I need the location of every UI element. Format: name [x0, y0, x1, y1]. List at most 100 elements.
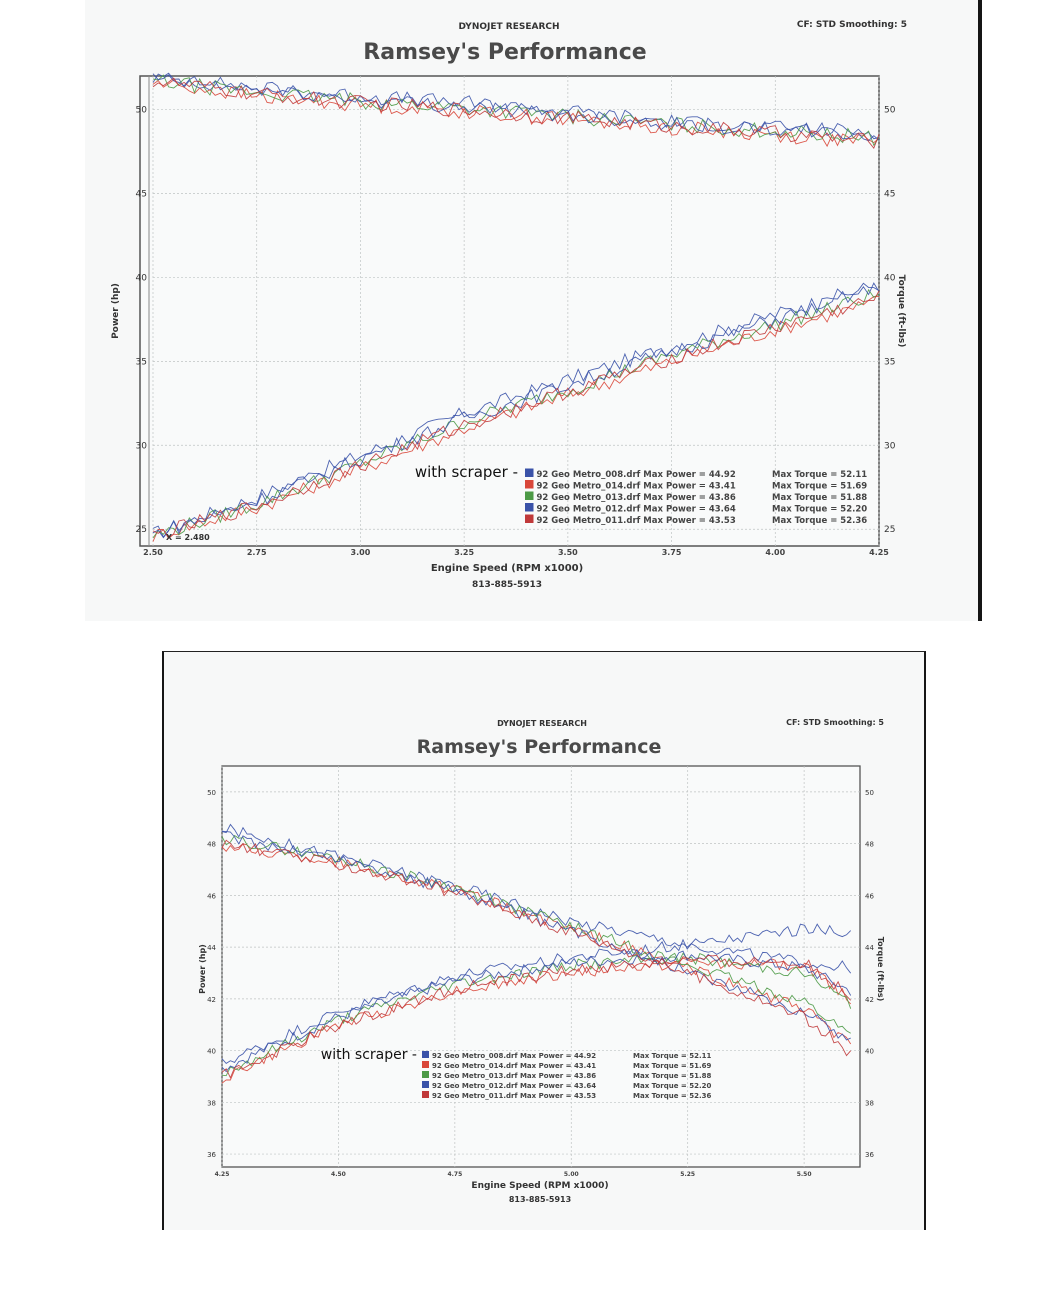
chart-title: Ramsey's Performance: [363, 40, 646, 65]
y-tick-right: 35: [884, 357, 895, 367]
settings-label: CF: STD Smoothing: 5: [797, 20, 907, 30]
legend-run: 92 Geo Metro_013.drf Max Power = 43.86: [432, 1072, 596, 1080]
y-tick-left: 45: [136, 190, 147, 200]
brand-label: DYNOJET RESEARCH: [497, 719, 587, 728]
legend: 92 Geo Metro_008.drf Max Power = 44.92 Ma…: [525, 468, 867, 526]
x-tick: 2.75: [247, 548, 267, 557]
x-tick: 4.75: [447, 1171, 462, 1178]
y-tick-right: 36: [865, 1151, 874, 1159]
y-tick-right: 38: [865, 1099, 874, 1107]
x-tick: 3.25: [454, 548, 474, 557]
series-torque-line-5: [221, 839, 852, 1057]
y-tick-left: 50: [207, 789, 216, 797]
legend-torque: Max Torque = 52.36: [633, 1092, 712, 1100]
series-power-line-1: [221, 938, 852, 1064]
series-power-line-5: [221, 954, 852, 1079]
series-power-line-2: [152, 296, 879, 542]
y-tick-left: 40: [207, 1048, 216, 1056]
y-tick-right: 45: [884, 190, 895, 200]
annotation-with-scraper: with scraper -: [321, 1047, 417, 1063]
y-tick-right: 42: [865, 996, 874, 1004]
legend-run: 92 Geo Metro_012.drf Max Power = 43.64: [432, 1082, 596, 1090]
chart-title: Ramsey's Performance: [417, 736, 662, 758]
legend-swatch: [422, 1091, 429, 1098]
legend-run: 92 Geo Metro_008.drf Max Power = 44.92: [432, 1052, 596, 1060]
y-axis-right-ticks: 50 48 46 44 42 40 38 36: [865, 789, 874, 1159]
y-axis-left-label: Power (hp): [111, 283, 121, 339]
y-tick-left: 38: [207, 1099, 216, 1107]
cursor-readout: X = 2.480: [166, 533, 210, 542]
legend-swatch: [422, 1071, 429, 1078]
series-lines: [152, 72, 880, 542]
legend-swatch: [422, 1051, 429, 1058]
plot-area: [221, 765, 861, 1168]
dyno-sheet-2: DYNOJET RESEARCH CF: STD Smoothing: 5 Ra…: [162, 651, 926, 1230]
brand-label: DYNOJET RESEARCH: [458, 22, 559, 32]
y-tick-right: 50: [884, 106, 896, 116]
x-tick: 5.50: [797, 1171, 812, 1178]
y-tick-left: 50: [136, 106, 148, 116]
phone-label: 813-885-5913: [472, 580, 542, 590]
legend-run: 92 Geo Metro_014.drf Max Power = 43.41: [432, 1062, 596, 1070]
dyno-sheet-1: DYNOJET RESEARCH CF: STD Smoothing: 5 Ra…: [85, 0, 982, 621]
series-torque-line-4: [152, 73, 880, 142]
settings-label: CF: STD Smoothing: 5: [786, 718, 884, 727]
legend-torque: Max Torque = 51.88: [633, 1072, 712, 1080]
legend-swatch: [525, 480, 534, 489]
legend: 92 Geo Metro_008.drf Max Power = 44.92 Ma…: [422, 1051, 712, 1100]
legend-torque: Max Torque = 51.69: [633, 1062, 712, 1070]
grid-lines: [152, 76, 880, 546]
legend-run: 92 Geo Metro_014.drf Max Power = 43.41: [537, 482, 736, 492]
y-tick-left: 46: [207, 892, 216, 900]
y-tick-right: 46: [865, 892, 874, 900]
y-tick-left: 36: [207, 1151, 216, 1159]
y-axis-left-ticks: 50 48 46 44 42 40 38 36: [207, 789, 216, 1159]
x-tick: 4.25: [869, 548, 889, 557]
legend-run: 92 Geo Metro_011.drf Max Power = 43.53: [432, 1092, 596, 1100]
series-power-line-4: [221, 950, 852, 1073]
x-tick: 3.50: [558, 548, 578, 557]
x-tick: 5.00: [564, 1171, 579, 1178]
legend-torque: Max Torque = 52.11: [633, 1052, 712, 1060]
legend-swatch: [525, 491, 534, 500]
series-power-line-2: [221, 957, 852, 1084]
series-torque-line-5: [152, 77, 880, 149]
y-axis-right-label: Torque (ft-lbs): [896, 275, 906, 348]
legend-swatch: [525, 468, 534, 477]
x-tick: 3.00: [351, 548, 371, 557]
x-axis-ticks: 4.25 4.50 4.75 5.00 5.25 5.50: [215, 1171, 812, 1178]
y-tick-left: 44: [207, 944, 216, 952]
phone-label: 813-885-5913: [509, 1195, 571, 1204]
y-axis-left-ticks: 50 45 40 35 30 25: [136, 106, 148, 536]
series-power-line-5: [152, 290, 880, 539]
y-tick-left: 40: [136, 273, 148, 283]
y-tick-right: 50: [865, 789, 874, 797]
legend-torque: Max Torque = 52.20: [772, 505, 867, 515]
y-tick-left: 48: [207, 841, 216, 849]
legend-swatch: [422, 1081, 429, 1088]
y-axis-left-label: Power (hp): [198, 944, 207, 994]
y-tick-right: 40: [865, 1048, 874, 1056]
legend-torque: Max Torque = 52.20: [633, 1082, 712, 1090]
series-power-line-3: [221, 952, 852, 1077]
y-tick-right: 48: [865, 841, 874, 849]
x-tick: 5.25: [680, 1171, 695, 1178]
plot-area: [139, 75, 880, 547]
series-torque-line-3: [221, 834, 851, 1034]
y-tick-left: 35: [136, 357, 147, 367]
x-axis-label: Engine Speed (RPM x1000): [471, 1181, 608, 1191]
series-power-line-4: [152, 282, 880, 539]
y-tick-right: 44: [865, 944, 874, 952]
legend-torque: Max Torque = 51.88: [772, 493, 867, 503]
y-axis-right-ticks: 50 45 40 35 30 25: [884, 106, 896, 536]
series-torque-line-2: [221, 843, 852, 1045]
y-tick-right: 40: [884, 273, 896, 283]
legend-swatch: [422, 1061, 429, 1068]
series-torque-line-1: [221, 823, 852, 948]
legend-swatch: [525, 514, 534, 523]
dyno-chart-1: DYNOJET RESEARCH CF: STD Smoothing: 5 Ra…: [111, 20, 907, 590]
y-tick-left: 30: [136, 441, 148, 451]
legend-run: 92 Geo Metro_011.drf Max Power = 43.53: [537, 516, 736, 526]
legend-torque: Max Torque = 52.11: [772, 470, 867, 480]
y-axis-right-label: Torque (ft-lbs): [876, 937, 885, 1002]
